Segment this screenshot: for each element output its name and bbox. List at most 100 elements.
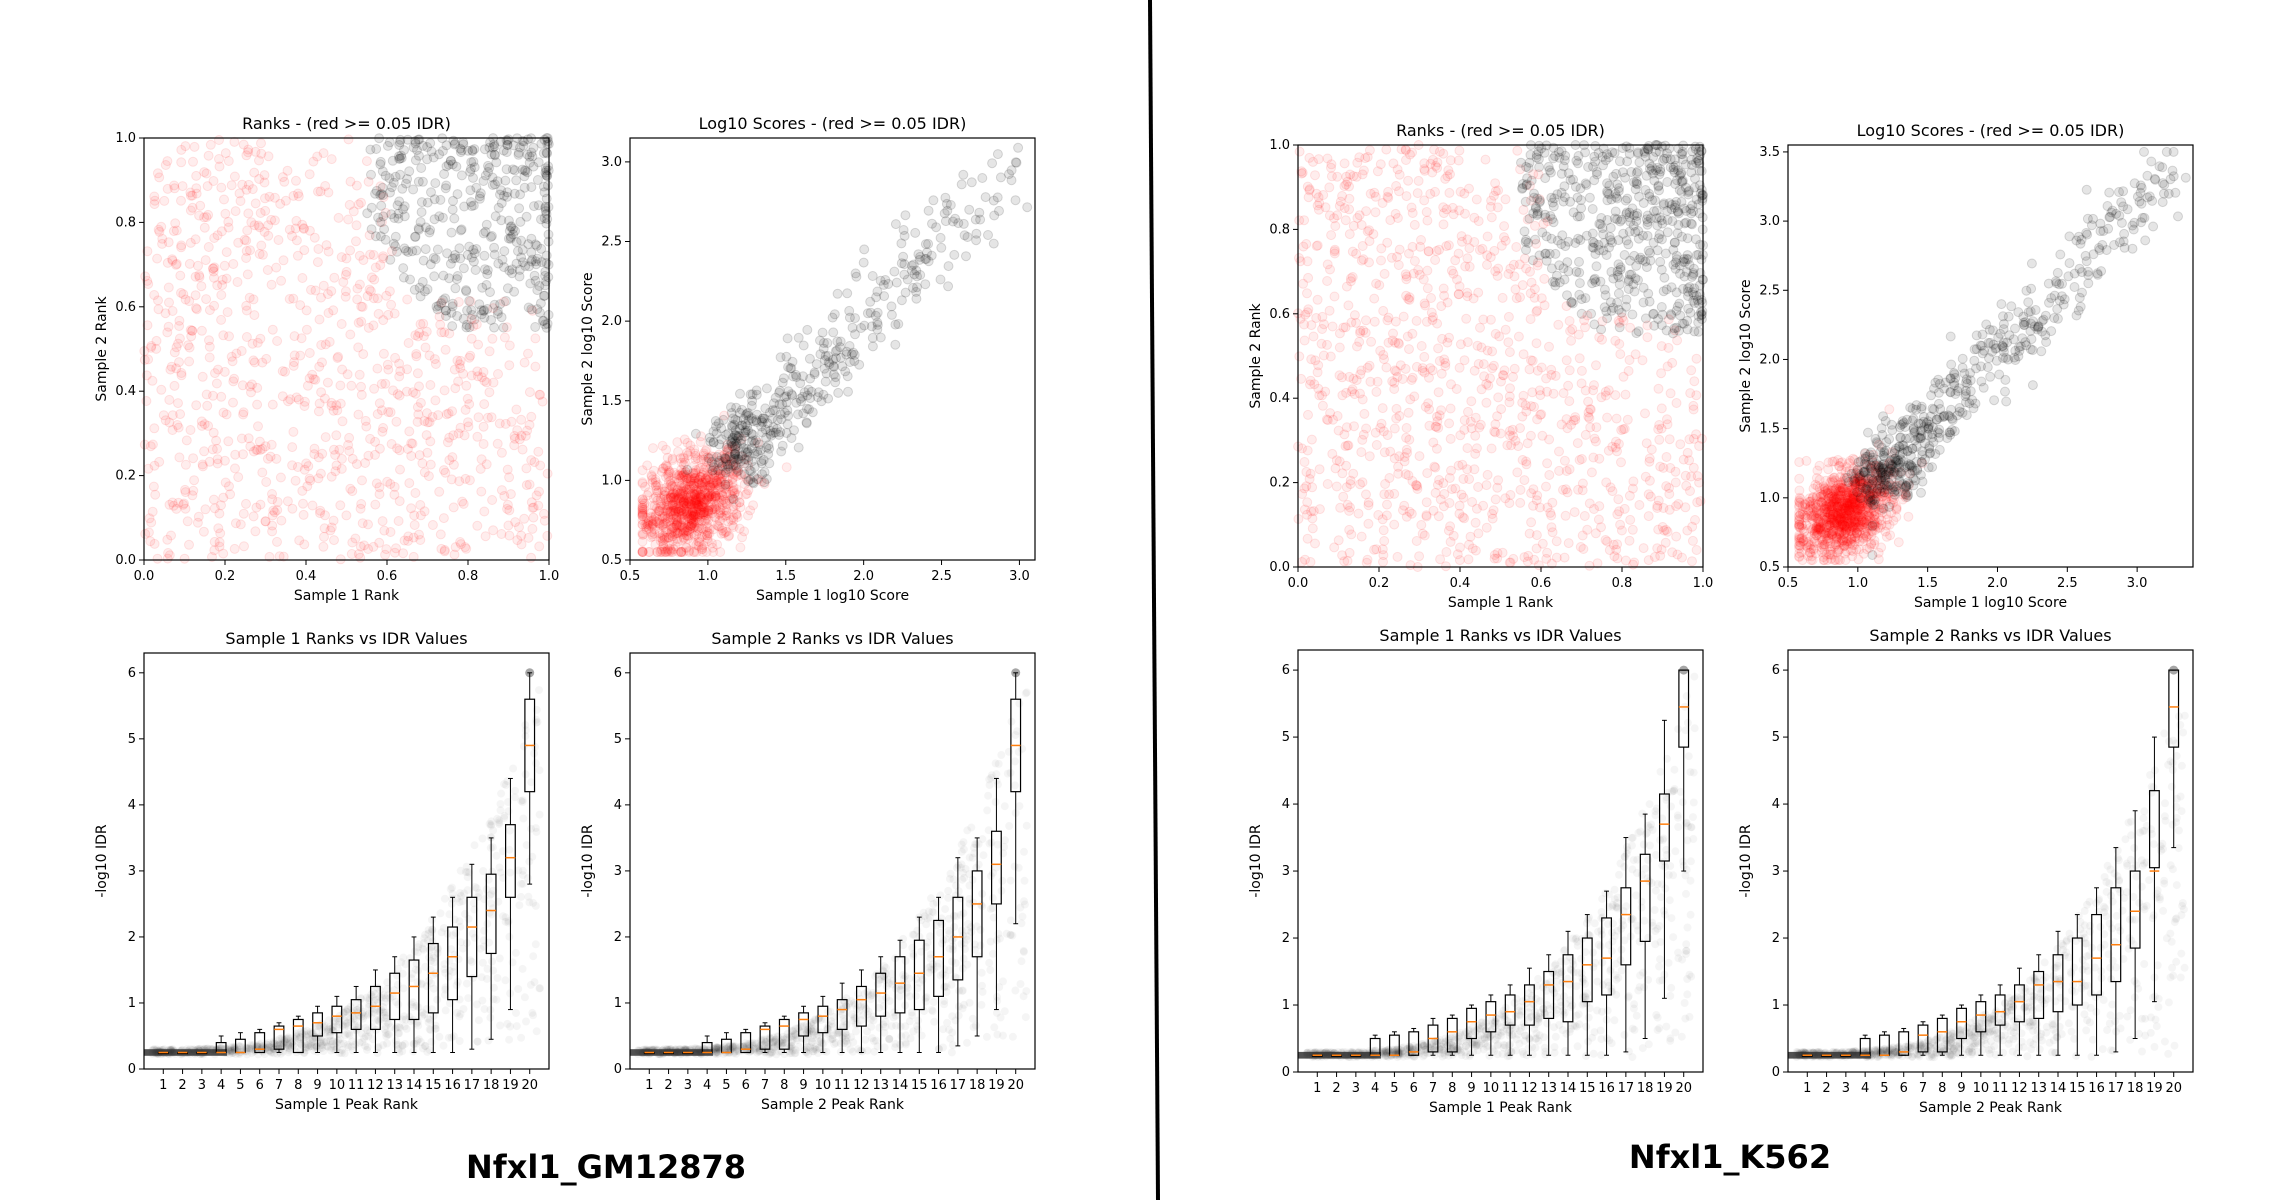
scatter-point-1-282 [810, 368, 819, 377]
scatter-point-0-596 [336, 381, 345, 390]
scatter-point-1-64 [431, 179, 440, 188]
scatter-point-0-340 [434, 411, 443, 420]
idr-point-869 [993, 997, 1001, 1005]
x-tick-label: 17 [950, 1078, 967, 1093]
scatter-point-0-467 [263, 454, 272, 463]
idr-point-473 [453, 981, 461, 989]
scatter-point-0-859 [278, 367, 287, 376]
scatter-point-0-769 [782, 463, 791, 472]
scatter-point-1-417 [708, 466, 717, 475]
scatter-point-0-435 [638, 466, 647, 475]
y-tick-label: 1.0 [115, 131, 136, 146]
scatter-point-0-590 [217, 501, 226, 510]
scatter-point-0-462 [449, 503, 458, 512]
scatter-point-0-858 [638, 478, 647, 487]
x-tick-label: 3 [684, 1078, 692, 1093]
scatter-point-0-190 [185, 540, 194, 549]
idr-point-494 [533, 1027, 541, 1035]
y-axis-label: -log10 IDR [94, 824, 110, 898]
scatter-point-1-296 [782, 398, 791, 407]
idr-point-186 [993, 1031, 1001, 1039]
idr-point-879 [264, 1039, 272, 1047]
scatter-point-0-820 [479, 422, 488, 431]
scatter-point-0-730 [283, 497, 292, 506]
scatter-point-0-728 [355, 370, 364, 379]
scatter-point-0-758 [160, 196, 169, 205]
x-tick-label: 1.0 [698, 569, 719, 584]
scatter-point-0-319 [505, 361, 514, 370]
idr-point-802 [920, 909, 928, 917]
scatter-point-1-347 [456, 148, 465, 157]
idr-point-149 [509, 765, 517, 773]
scatter-point-1-154 [515, 204, 524, 213]
idr-point-631 [960, 845, 968, 853]
scatter-point-0-500 [506, 490, 515, 499]
panel-title-right: Nfxl1_K562 [1629, 1138, 1831, 1176]
y-tick-label: 2.0 [601, 314, 622, 329]
idr-point-455 [970, 1023, 978, 1031]
scatter-point-0-633 [204, 151, 213, 160]
scatter-point-0-73 [1612, 414, 1621, 423]
scatter-point-1-370 [527, 234, 536, 243]
scatter-point-0-529 [153, 254, 162, 263]
scatter-point-1-186 [467, 306, 476, 315]
idr-point-811 [511, 787, 519, 795]
scatter-point-1-158 [834, 388, 843, 397]
idr-point-845 [827, 1017, 835, 1025]
scatter-point-0-251 [476, 464, 485, 473]
idr-point-210 [1021, 877, 1029, 885]
scatter-point-1-313 [404, 248, 413, 257]
scatter-point-0-621 [465, 400, 474, 409]
scatter-point-0-44 [157, 385, 166, 394]
scatter-point-0-273 [436, 530, 445, 539]
scatter-point-0-449 [353, 284, 362, 293]
scatter-point-0-481 [192, 401, 201, 410]
y-axis-label: -log10 IDR [580, 824, 596, 898]
scatter-point-0-514 [493, 439, 502, 448]
scatter-point-1-309 [471, 266, 480, 275]
scatter-point-1-134 [890, 267, 899, 276]
scatter-point-0-346 [529, 513, 538, 522]
idr-point-543 [532, 759, 540, 767]
x-tick-label: 8 [294, 1078, 302, 1093]
scatter-point-0-810 [249, 356, 258, 365]
x-tick-label: 19 [988, 1078, 1005, 1093]
chart-title: Ranks - (red >= 0.05 IDR) [242, 114, 451, 133]
idr-point-852 [447, 945, 455, 953]
scatter-point-1-251 [802, 419, 811, 428]
x-tick-label: 0.0 [134, 569, 155, 584]
idr-point-542 [867, 1015, 875, 1023]
scatter-point-0-284 [505, 473, 514, 482]
scatter-point-1-250 [411, 232, 420, 241]
scatter-point-0-375 [354, 318, 363, 327]
scatter-point-1-392 [457, 171, 466, 180]
idr-point-870 [420, 1010, 428, 1018]
scatter-point-0-659 [189, 157, 198, 166]
scatter-point-0-562 [379, 349, 388, 358]
scatter-point-0-205 [505, 341, 514, 350]
scatter-point-0-794 [380, 526, 389, 535]
scatter-point-1-408 [978, 174, 987, 183]
scatter-point-1-170 [892, 278, 901, 287]
scatter-point-1-210 [453, 312, 462, 321]
scatter-point-0-613 [260, 171, 269, 180]
scatter-point-0-593 [381, 550, 390, 559]
idr-point-895 [847, 1046, 855, 1054]
idr-point-203 [522, 1018, 530, 1026]
scatter-point-0-332 [336, 501, 345, 510]
idr-point-839 [987, 905, 995, 913]
scatter-point-0-581 [261, 194, 270, 203]
scatter-points [1294, 141, 1708, 572]
scatter-point-0-598 [440, 386, 449, 395]
scatter-point-1-416 [421, 223, 430, 232]
scatter-point-0-761 [292, 216, 301, 225]
y-tick-label: 0.4 [115, 384, 136, 399]
idr-point-750 [527, 981, 535, 989]
scatter-point-1-276 [891, 320, 900, 329]
scatter-point-0-478 [229, 260, 238, 269]
y-tick-label: 4 [614, 798, 622, 813]
scatter-point-1-213 [417, 208, 426, 217]
scatter-point-0-856 [179, 290, 188, 299]
y-tick-label: 5 [614, 732, 622, 747]
box-2 [178, 1052, 188, 1053]
